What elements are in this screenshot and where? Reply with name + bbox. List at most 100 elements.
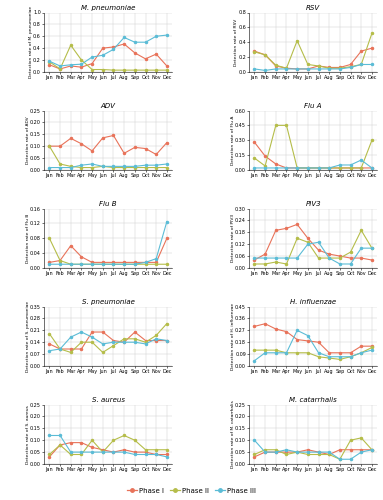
Phase III <box>100 341 105 347</box>
Phase I <box>337 64 342 70</box>
Phase III <box>111 261 116 267</box>
Phase II <box>337 356 342 362</box>
Phase III <box>143 260 148 266</box>
Line: Phase I: Phase I <box>254 47 373 70</box>
Phase I <box>284 449 289 455</box>
Phase I <box>263 52 267 58</box>
Phase I <box>306 236 310 242</box>
Phase II <box>263 52 267 58</box>
Line: Phase I: Phase I <box>254 224 373 261</box>
Phase II <box>348 165 353 171</box>
Phase II <box>111 437 116 443</box>
Phase III <box>79 449 84 455</box>
Phase I <box>327 251 332 257</box>
Phase III <box>79 61 84 67</box>
Phase III <box>273 255 278 261</box>
Phase II <box>337 165 342 171</box>
Phase III <box>143 39 148 45</box>
Phase I <box>306 338 310 344</box>
Phase I <box>58 258 62 264</box>
Phase III <box>79 329 84 335</box>
Phase III <box>306 449 310 455</box>
Phase III <box>316 165 321 171</box>
Phase I <box>316 247 321 253</box>
Phase II <box>337 65 342 71</box>
Phase I <box>133 144 137 150</box>
Phase II <box>100 449 105 455</box>
Phase III <box>143 341 148 347</box>
Phase I <box>284 165 289 171</box>
Phase I <box>165 338 169 344</box>
Phase II <box>165 67 169 73</box>
Phase I <box>90 260 94 266</box>
Phase III <box>58 63 62 69</box>
Phase II <box>252 347 257 353</box>
Phase II <box>154 332 159 338</box>
Phase III <box>337 66 342 72</box>
Phase I <box>111 260 116 266</box>
Phase II <box>122 261 126 267</box>
Phase II <box>143 446 148 452</box>
Phase III <box>370 347 374 353</box>
Phase I <box>47 260 52 266</box>
Phase III <box>165 454 169 460</box>
Line: Phase II: Phase II <box>254 437 373 460</box>
Phase III <box>359 62 363 68</box>
Phase III <box>295 449 300 455</box>
Phase I <box>327 165 332 171</box>
Phase III <box>370 165 374 171</box>
Phase II <box>165 446 169 452</box>
Phase II <box>273 259 278 265</box>
Phase III <box>47 261 52 267</box>
Phase III <box>100 52 105 59</box>
Phase II <box>306 165 310 171</box>
Legend: Phase I, Phase II, Phase III: Phase I, Phase II, Phase III <box>124 485 259 496</box>
Line: Phase III: Phase III <box>254 64 373 72</box>
Phase I <box>47 62 52 68</box>
Phase III <box>122 34 126 40</box>
Title: S. aureus: S. aureus <box>92 397 124 403</box>
Phase III <box>90 161 94 167</box>
Phase I <box>154 338 159 344</box>
Phase II <box>348 249 353 255</box>
Phase II <box>359 435 363 441</box>
Title: S. pneumoniae: S. pneumoniae <box>82 299 134 305</box>
Phase I <box>284 65 289 71</box>
Phase III <box>122 164 126 170</box>
Phase II <box>100 350 105 356</box>
Phase I <box>111 338 116 344</box>
Phase III <box>316 66 321 72</box>
Phase III <box>316 350 321 356</box>
Phase I <box>122 41 126 47</box>
Phase III <box>165 161 169 167</box>
Phase III <box>348 162 353 168</box>
Phase III <box>327 354 332 360</box>
Phase III <box>359 449 363 455</box>
Phase III <box>263 350 267 356</box>
Phase II <box>306 239 310 245</box>
Phase I <box>69 346 73 352</box>
Phase I <box>284 226 289 232</box>
Phase II <box>295 165 300 171</box>
Phase I <box>359 343 363 349</box>
Phase II <box>69 261 73 267</box>
Phase I <box>359 165 363 171</box>
Phase I <box>133 50 137 56</box>
Phase I <box>348 446 353 452</box>
Phase I <box>337 446 342 452</box>
Phase I <box>143 338 148 344</box>
Phase I <box>69 63 73 69</box>
Phase I <box>154 51 159 57</box>
Phase I <box>58 442 62 448</box>
Y-axis label: Detection rate of Flu A: Detection rate of Flu A <box>231 116 235 165</box>
Phase II <box>154 261 159 267</box>
Phase III <box>165 32 169 38</box>
Phase II <box>306 452 310 458</box>
Phase III <box>273 66 278 72</box>
Phase I <box>58 143 62 149</box>
Phase II <box>327 452 332 458</box>
Phase II <box>165 320 169 326</box>
Phase II <box>284 65 289 71</box>
Phase I <box>79 64 84 70</box>
Phase III <box>122 449 126 455</box>
